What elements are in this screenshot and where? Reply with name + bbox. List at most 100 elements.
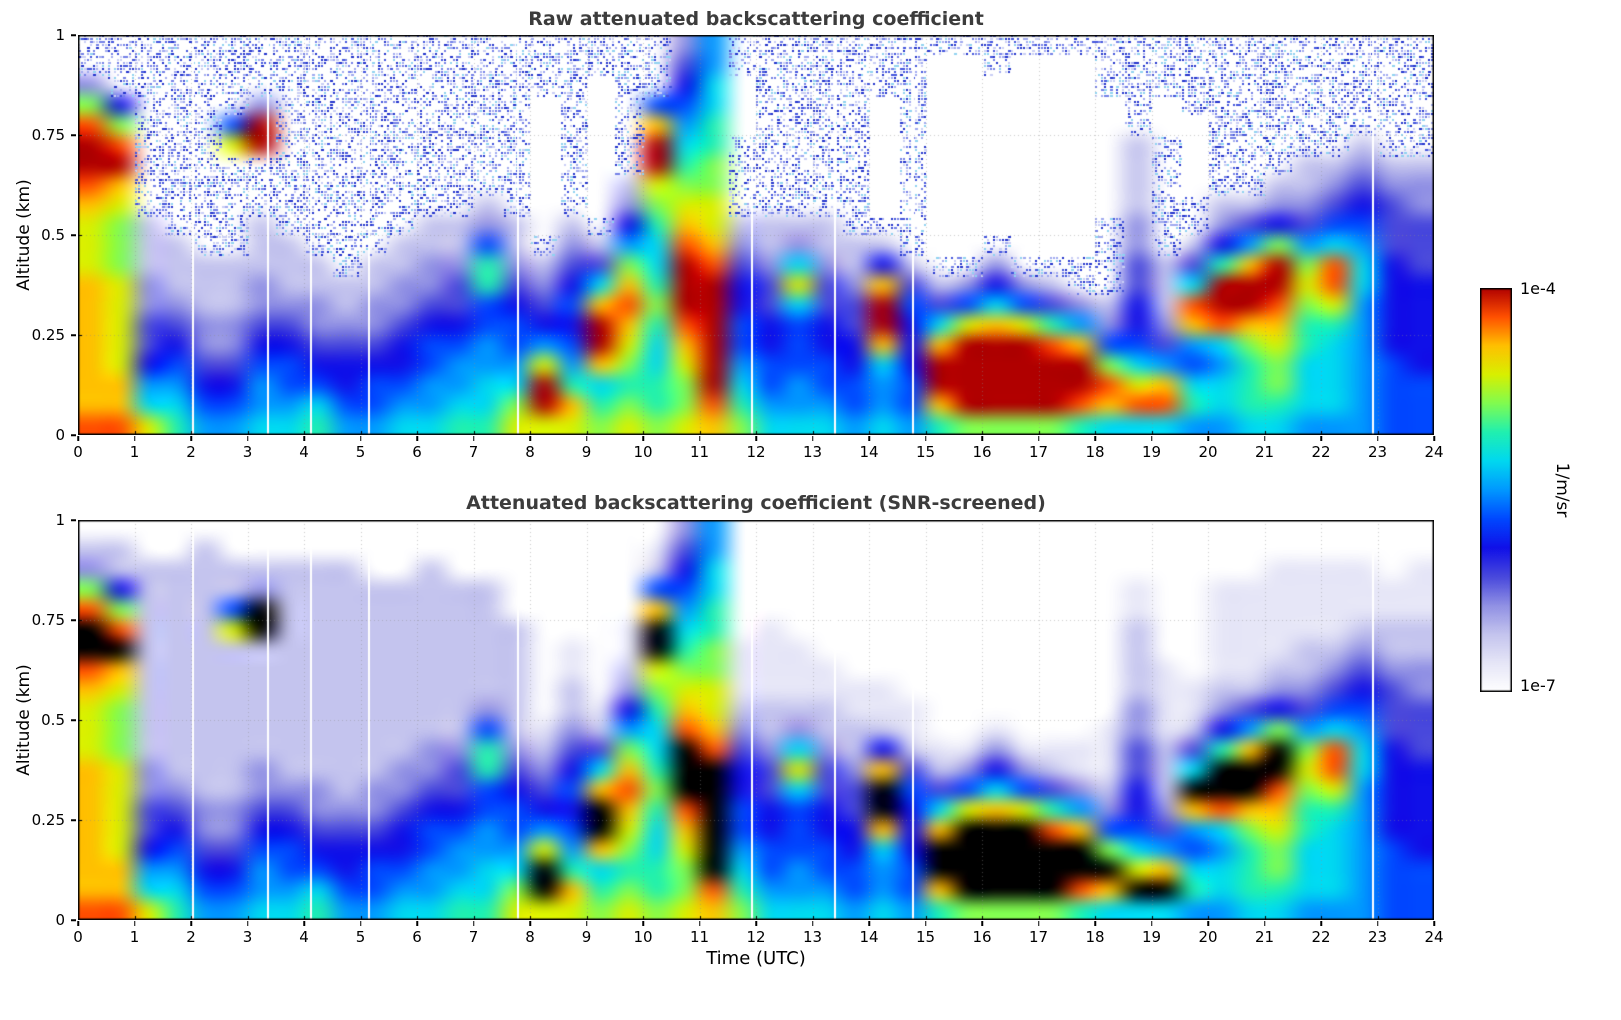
x-tick-mark bbox=[246, 921, 249, 926]
x-tick-mark bbox=[529, 921, 531, 926]
x-tick-mark bbox=[981, 436, 983, 441]
x-tick-label: 22 bbox=[1311, 443, 1331, 461]
y-tick-label: 0 bbox=[55, 426, 65, 444]
x-tick-mark bbox=[190, 921, 192, 926]
x-tick-label: 19 bbox=[1141, 928, 1162, 946]
x-tick-label: 21 bbox=[1254, 443, 1275, 461]
x-tick-mark bbox=[1376, 921, 1379, 926]
y-tick-label: 0.5 bbox=[41, 226, 65, 244]
colorbar-unit-label: 1/m/sr bbox=[1552, 462, 1572, 518]
x-tick-mark bbox=[472, 436, 475, 441]
x-tick-mark bbox=[359, 436, 362, 441]
x-tick-label: 13 bbox=[802, 928, 823, 946]
x-tick-mark bbox=[924, 921, 927, 926]
x-tick-mark bbox=[1094, 921, 1096, 926]
x-axis-label: Time (UTC) bbox=[706, 948, 806, 969]
x-tick-mark bbox=[1207, 921, 1209, 926]
x-tick-mark bbox=[1433, 921, 1435, 926]
x-tick-label: 18 bbox=[1085, 443, 1105, 461]
x-tick-label: 14 bbox=[859, 443, 879, 461]
x-tick-label: 12 bbox=[746, 443, 766, 461]
x-tick-label: 4 bbox=[299, 443, 309, 461]
y-tick-mark bbox=[71, 334, 76, 336]
x-tick-label: 23 bbox=[1367, 928, 1388, 946]
x-tick-mark bbox=[246, 436, 249, 441]
x-tick-mark bbox=[190, 436, 192, 441]
x-tick-mark bbox=[924, 436, 927, 441]
x-tick-label: 3 bbox=[242, 443, 253, 461]
x-tick-mark bbox=[1320, 921, 1322, 926]
y-tick-label: 0.75 bbox=[31, 611, 65, 629]
x-tick-mark bbox=[303, 436, 305, 441]
x-tick-label: 20 bbox=[1198, 443, 1218, 461]
x-tick-label: 20 bbox=[1198, 928, 1218, 946]
y-tick-label: 0 bbox=[55, 911, 65, 929]
x-tick-label: 16 bbox=[972, 928, 992, 946]
y-tick-mark bbox=[71, 134, 76, 136]
x-tick-mark bbox=[133, 436, 136, 441]
x-tick-mark bbox=[1150, 921, 1153, 926]
x-tick-mark bbox=[359, 921, 362, 926]
x-tick-mark bbox=[642, 436, 644, 441]
x-tick-mark bbox=[868, 921, 870, 926]
y-tick-mark bbox=[71, 619, 76, 621]
x-tick-mark bbox=[755, 436, 757, 441]
colorbar bbox=[1480, 288, 1512, 692]
y-tick-mark bbox=[71, 719, 76, 721]
x-tick-mark bbox=[698, 436, 701, 441]
y-tick-label: 0.25 bbox=[31, 811, 65, 829]
x-tick-mark bbox=[868, 436, 870, 441]
x-tick-label: 2 bbox=[186, 928, 196, 946]
colorbar-min-label: 1e-7 bbox=[1520, 676, 1556, 695]
y-tick-label: 0.5 bbox=[41, 711, 65, 729]
x-tick-mark bbox=[1263, 436, 1266, 441]
x-tick-label: 10 bbox=[633, 443, 653, 461]
x-tick-label: 9 bbox=[581, 928, 592, 946]
x-tick-label: 10 bbox=[633, 928, 653, 946]
x-tick-label: 1 bbox=[129, 928, 140, 946]
x-tick-label: 18 bbox=[1085, 928, 1105, 946]
x-tick-mark bbox=[77, 921, 79, 926]
panel2-title: Attenuated backscattering coefficient (S… bbox=[466, 492, 1046, 514]
x-tick-mark bbox=[416, 436, 418, 441]
x-tick-label: 21 bbox=[1254, 928, 1275, 946]
x-tick-mark bbox=[585, 436, 588, 441]
x-tick-label: 19 bbox=[1141, 443, 1162, 461]
x-tick-label: 7 bbox=[468, 443, 479, 461]
x-tick-label: 0 bbox=[73, 443, 83, 461]
x-tick-mark bbox=[77, 436, 79, 441]
panel1-y-tick-labels: 0 0.25 0.5 0.75 1 bbox=[26, 26, 76, 444]
x-tick-mark bbox=[416, 921, 418, 926]
x-tick-mark bbox=[981, 921, 983, 926]
x-tick-mark bbox=[698, 921, 701, 926]
y-tick-label: 0.75 bbox=[31, 126, 65, 144]
y-tick-label: 0.25 bbox=[31, 326, 65, 344]
x-tick-label: 5 bbox=[355, 443, 366, 461]
x-tick-label: 3 bbox=[242, 928, 253, 946]
x-tick-label: 15 bbox=[915, 928, 936, 946]
x-tick-mark bbox=[755, 921, 757, 926]
y-tick-mark bbox=[71, 234, 76, 236]
x-tick-mark bbox=[472, 921, 475, 926]
x-tick-label: 17 bbox=[1028, 928, 1049, 946]
x-tick-label: 5 bbox=[355, 928, 366, 946]
x-tick-label: 9 bbox=[581, 443, 592, 461]
x-tick-label: 6 bbox=[412, 928, 422, 946]
x-tick-mark bbox=[811, 436, 814, 441]
y-tick-mark bbox=[71, 34, 76, 36]
y-tick-mark bbox=[71, 434, 76, 436]
x-tick-mark bbox=[133, 921, 136, 926]
x-tick-label: 14 bbox=[859, 928, 879, 946]
x-tick-label: 4 bbox=[299, 928, 309, 946]
heatmap-screened-canvas bbox=[78, 520, 1434, 920]
x-tick-mark bbox=[529, 436, 531, 441]
x-tick-label: 16 bbox=[972, 443, 992, 461]
y-tick-mark bbox=[71, 819, 76, 821]
x-tick-mark bbox=[1320, 436, 1322, 441]
x-tick-label: 12 bbox=[746, 928, 766, 946]
x-tick-label: 7 bbox=[468, 928, 479, 946]
colorbar-max-label: 1e-4 bbox=[1520, 279, 1556, 298]
y-tick-mark bbox=[71, 919, 76, 921]
x-tick-mark bbox=[1207, 436, 1209, 441]
